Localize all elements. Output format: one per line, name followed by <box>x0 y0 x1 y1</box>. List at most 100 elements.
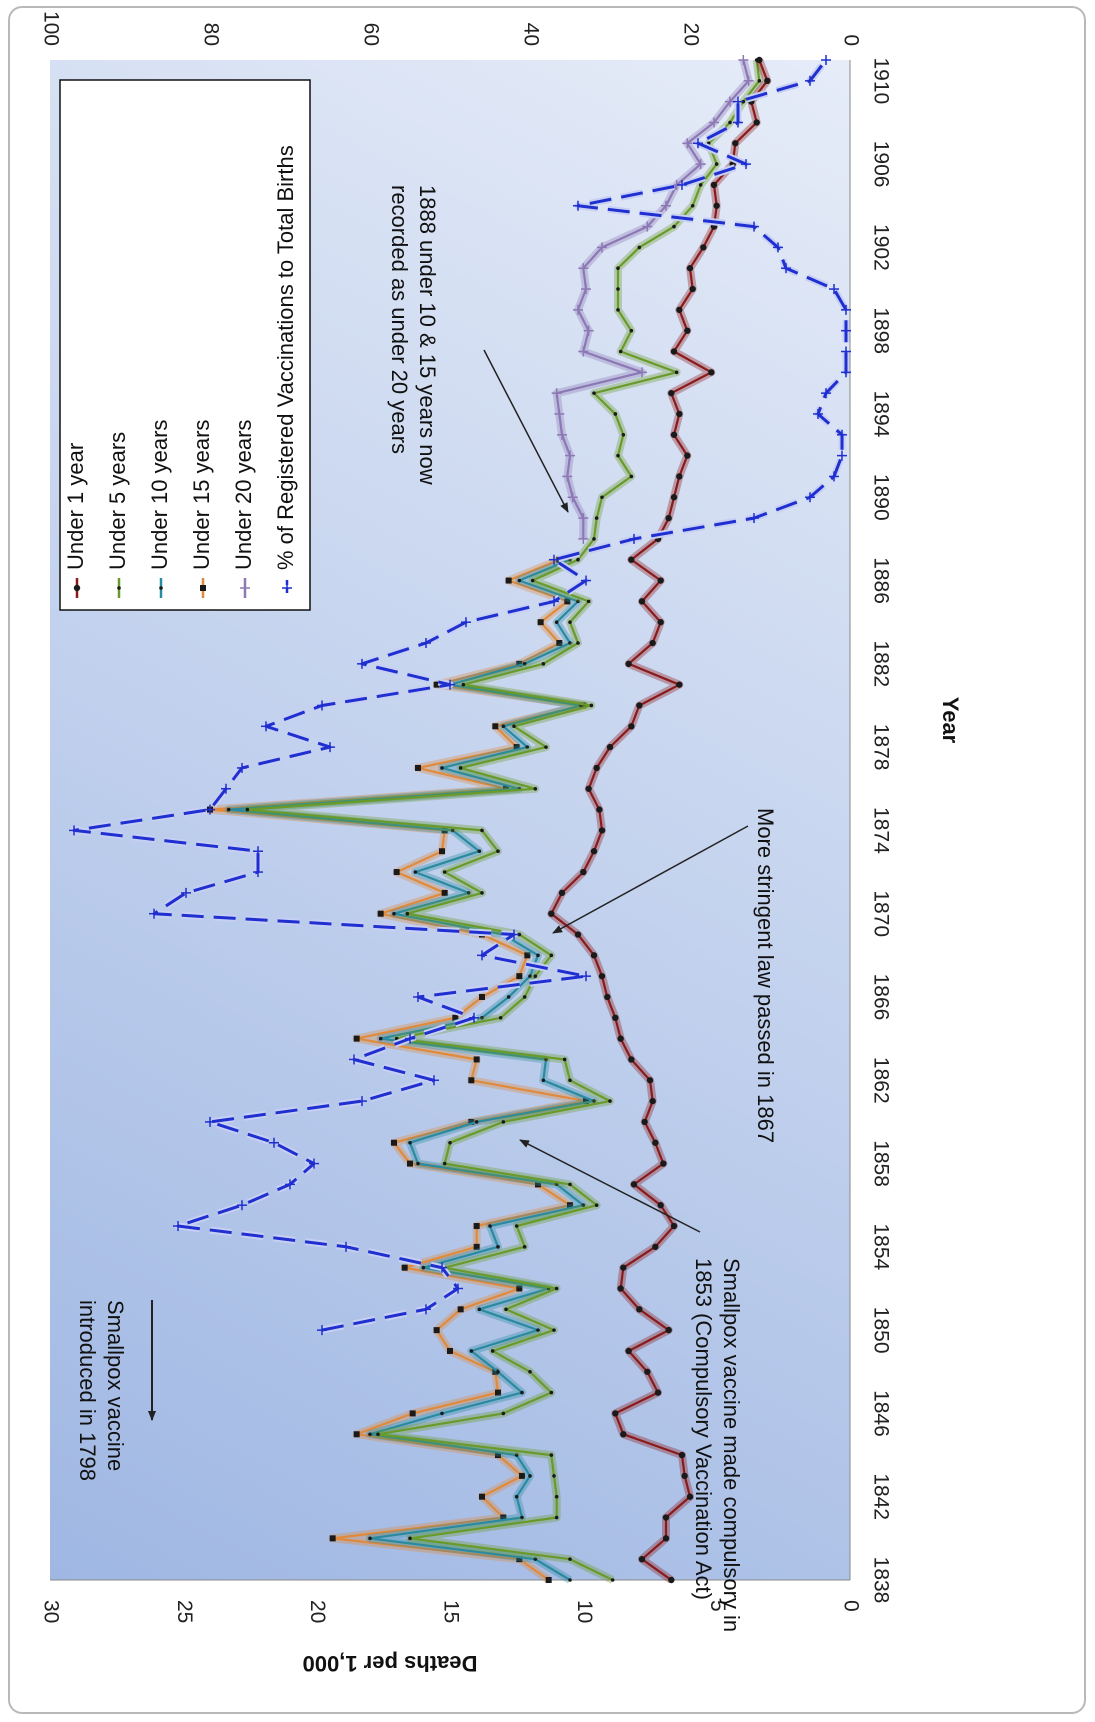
data-point <box>515 1224 519 1228</box>
x-tick-label: 1866 <box>869 974 892 1021</box>
data-point <box>408 1537 412 1541</box>
y-tick-label: 25 <box>173 1600 196 1623</box>
x-tick-label: 1862 <box>869 1057 892 1104</box>
data-point <box>591 952 597 958</box>
data-point <box>422 1266 426 1270</box>
x-tick-label: 1858 <box>869 1140 892 1187</box>
data-point <box>499 1016 503 1020</box>
y-tick-label: 10 <box>573 1600 596 1623</box>
data-point <box>595 1203 599 1207</box>
data-point <box>612 1015 618 1021</box>
x-tick-label: 1878 <box>869 724 892 771</box>
data-point <box>652 1244 658 1250</box>
data-point <box>631 1181 637 1187</box>
data-point <box>700 244 706 250</box>
x-tick-label: 1902 <box>869 224 892 271</box>
data-point <box>458 1306 464 1312</box>
data-point <box>599 973 605 979</box>
data-point <box>439 848 445 854</box>
legend-label: Under 20 years <box>231 420 256 570</box>
data-point <box>542 1078 546 1082</box>
data-point <box>117 586 121 590</box>
data-point <box>538 619 544 625</box>
data-point <box>663 1514 669 1520</box>
data-point <box>502 1120 506 1124</box>
data-point <box>593 765 599 771</box>
data-point <box>617 1035 623 1041</box>
data-point <box>668 1577 674 1583</box>
data-point <box>619 350 623 354</box>
y-tick-label: 20 <box>306 1600 329 1623</box>
annotation-line: Smallpox vaccine <box>103 1300 128 1471</box>
x-tick-label: 1846 <box>869 1390 892 1437</box>
legend-label: Under 5 years <box>105 432 130 570</box>
y-tick-label: 15 <box>439 1600 462 1623</box>
data-point <box>671 494 677 500</box>
data-point <box>580 869 586 875</box>
data-point <box>447 1348 453 1354</box>
data-point <box>591 848 597 854</box>
data-point <box>728 121 732 125</box>
y2-tick-labels: 0 20 40 60 80 100 <box>39 11 862 46</box>
data-point <box>416 1162 420 1166</box>
data-point <box>531 579 535 583</box>
data-point <box>391 1140 397 1146</box>
data-point <box>518 579 522 583</box>
data-point <box>676 411 682 417</box>
x-tick-label: 1886 <box>869 557 892 604</box>
data-point <box>406 912 410 916</box>
data-point <box>568 1557 572 1561</box>
data-point <box>568 1578 572 1582</box>
data-point <box>515 1495 519 1499</box>
data-point <box>617 1285 623 1291</box>
data-point <box>468 1077 474 1083</box>
data-point <box>675 371 679 375</box>
data-point <box>576 558 580 562</box>
data-point <box>74 585 80 591</box>
data-point <box>555 1287 559 1291</box>
data-point <box>590 704 594 708</box>
data-point <box>665 1327 671 1333</box>
data-point <box>480 891 484 895</box>
data-point <box>407 1161 413 1167</box>
data-point <box>638 246 642 250</box>
data-point <box>665 515 671 521</box>
data-point <box>676 681 682 687</box>
x-tick-label: 1874 <box>869 807 892 854</box>
data-point <box>368 1537 372 1541</box>
data-point <box>612 1410 618 1416</box>
data-point <box>732 140 738 146</box>
annotation-line: Smallpox vaccine made compulsory in <box>719 1258 744 1632</box>
data-point <box>414 870 418 874</box>
data-point <box>478 1308 482 1312</box>
data-point <box>657 1202 663 1208</box>
data-point <box>625 661 631 667</box>
y2-tick-label: 100 <box>39 11 62 46</box>
data-point <box>354 1036 360 1042</box>
data-point <box>691 204 695 208</box>
data-point <box>492 723 498 729</box>
data-point <box>488 1224 492 1228</box>
svg-text:More stringent law passed in 1: More stringent law passed in 1867 <box>753 808 778 1143</box>
data-point <box>655 1389 661 1395</box>
data-point <box>681 1473 687 1479</box>
data-point <box>548 910 554 916</box>
data-point <box>608 1099 612 1103</box>
data-point <box>568 1078 572 1082</box>
data-point <box>544 745 548 749</box>
data-point <box>552 1474 556 1478</box>
data-point <box>555 1495 559 1499</box>
data-point <box>616 454 620 458</box>
x-tick-label: 1854 <box>869 1223 892 1270</box>
data-point <box>668 390 674 396</box>
data-point <box>684 452 690 458</box>
data-point <box>753 119 759 125</box>
data-point <box>639 598 645 604</box>
data-point <box>479 1494 485 1500</box>
data-point <box>611 1578 615 1582</box>
data-point <box>758 79 762 83</box>
data-point <box>491 1349 495 1353</box>
data-point <box>440 766 444 770</box>
data-point <box>408 1141 412 1145</box>
